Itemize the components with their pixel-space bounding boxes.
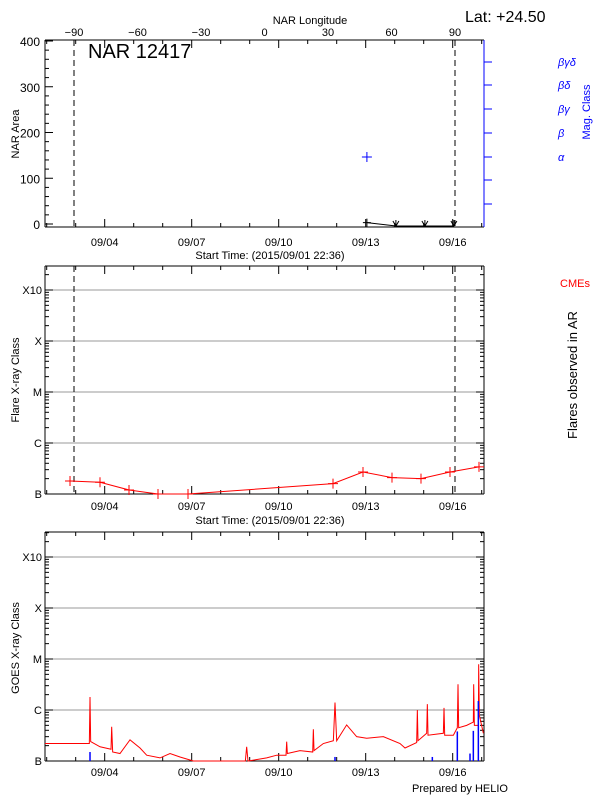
x-tick-label: 09/16 [439,237,467,249]
y-class-label: C [34,705,42,717]
x-tick-label: 09/07 [178,237,206,249]
area-series-line [366,222,454,227]
y-class-label: C [34,438,42,450]
mag-class-label: βγδ [557,57,577,69]
mag-class-axis-label: Mag. Class [581,84,593,140]
longitude-tick-label: 30 [322,27,334,39]
x-tick-label: 09/10 [265,501,293,513]
area-y-tick-label: 100 [20,172,40,186]
flare-y-axis-label: Flare X-ray Class [10,337,22,422]
top-axis-title: NAR Longitude [273,15,348,27]
latitude-label: Lat: +24.50 [465,9,546,26]
x-tick-label: 09/04 [91,767,119,779]
longitude-tick-label: −60 [128,27,147,39]
cmes-label: CMEs [560,278,590,290]
area-point-arrow [421,220,429,227]
y-class-label: B [35,756,42,768]
area-y-tick-label: 300 [20,81,40,95]
goes-long-channel-line [45,664,484,762]
flare-point [152,489,163,499]
y-class-label: X [35,603,43,615]
mag-class-label: α [558,152,565,164]
flare-point [357,467,368,477]
area-x-axis-label: Start Time: (2015/09/01 22:36) [195,250,344,262]
y-class-label: X10 [22,552,42,564]
x-tick-label: 09/07 [178,767,206,779]
x-tick-label: 09/04 [91,501,119,513]
y-class-label: X10 [22,285,42,297]
flare-x-axis-label: Start Time: (2015/09/01 22:36) [195,515,344,527]
goes-y-axis-label: GOES X-ray Class [10,602,22,694]
area-y-tick-label: 200 [20,127,40,141]
flare-point [386,472,397,483]
prepared-by-label: Prepared by HELIO [412,783,508,795]
x-tick-label: 09/04 [91,237,119,249]
x-tick-label: 09/16 [439,501,467,513]
flare-point [65,475,76,486]
y-class-label: B [35,489,42,501]
mag-class-label: β [557,128,565,140]
flares-panel: Flare X-ray Class Flares observed in AR … [10,265,590,527]
mag-class-point [361,152,372,162]
flare-point [444,467,455,477]
x-tick-label: 09/10 [265,767,293,779]
flare-point [123,484,134,495]
flare-point [94,477,105,488]
longitude-tick-label: 0 [261,27,267,39]
flare-point [328,478,339,489]
area-point-plus [362,218,371,227]
flare-point [415,473,426,484]
area-panel: NAR 12417 NAR Area Mag. Class Start Time… [10,27,593,262]
y-class-label: M [33,654,42,666]
mag-class-label: βδ [557,80,571,92]
y-class-label: M [33,387,42,399]
longitude-tick-label: −90 [65,27,84,39]
goes-panel: GOES X-ray Class Prepared by HELIO B C M X X… [10,531,508,795]
x-tick-label: 09/13 [352,767,380,779]
x-tick-label: 09/13 [352,501,380,513]
x-tick-label: 09/10 [265,237,293,249]
longitude-tick-label: 90 [449,27,461,39]
region-title: NAR 12417 [88,41,191,63]
area-y-tick-label: 400 [20,35,40,49]
y-class-label: X [35,336,43,348]
area-y-axis-label: NAR Area [10,109,22,159]
area-point-arrow [392,220,400,227]
flares-observed-label: Flares observed in AR [565,311,580,439]
area-point-arrow [450,220,458,227]
x-tick-label: 09/07 [178,501,206,513]
flare-point [473,461,484,472]
mag-class-label: βγ [557,104,571,116]
longitude-tick-label: −30 [192,27,211,39]
longitude-tick-label: 60 [385,27,397,39]
flare-point [183,489,194,499]
x-tick-label: 09/16 [439,767,467,779]
area-y-tick-label: 0 [33,218,40,232]
x-tick-label: 09/13 [352,237,380,249]
